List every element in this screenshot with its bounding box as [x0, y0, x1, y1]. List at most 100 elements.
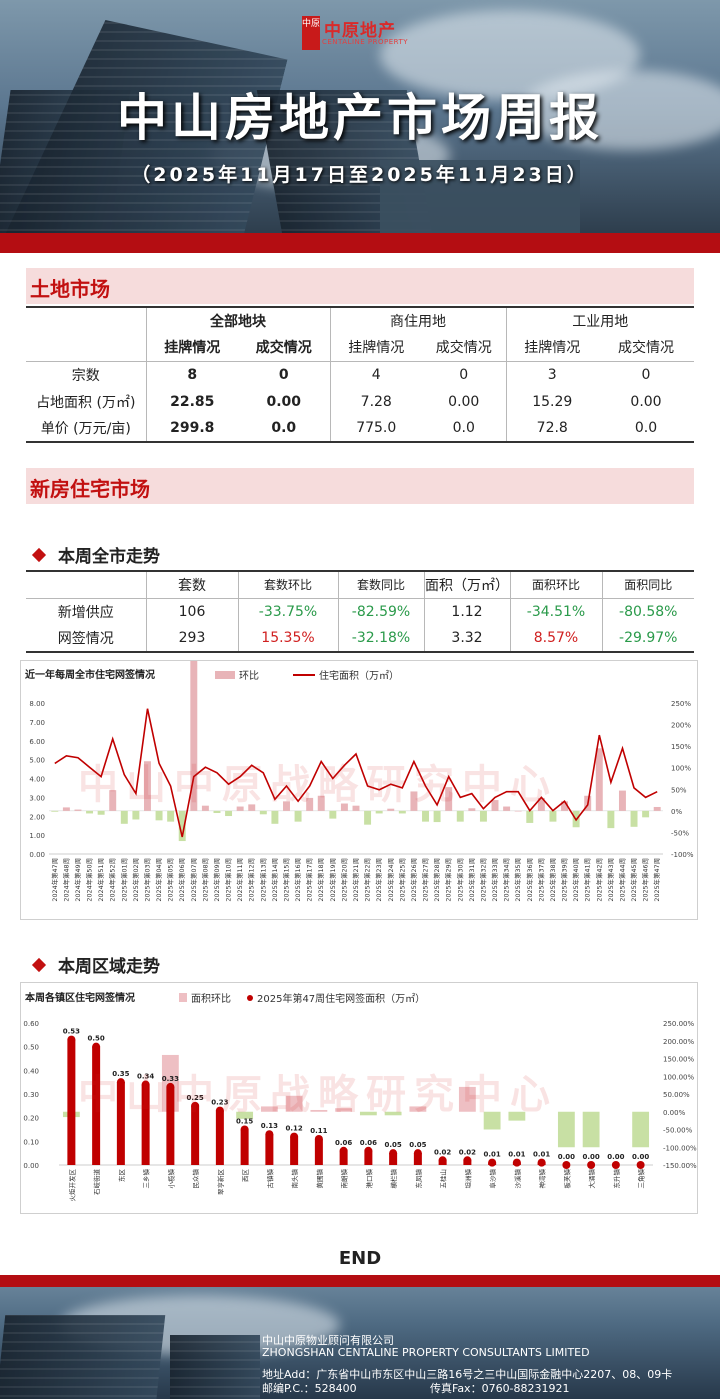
bar — [178, 810, 186, 842]
x-tick-label: 2025年第40周 — [571, 858, 580, 902]
bar — [595, 748, 603, 811]
area-dot — [92, 1042, 101, 1051]
area-dot — [290, 1132, 299, 1141]
y2-tick-label: -100.00% — [663, 1144, 697, 1152]
nh-col-header: 套数 — [146, 570, 239, 599]
logo-text: 中原地产 — [324, 21, 396, 41]
cell: 15.29 — [532, 393, 573, 410]
cell: -34.51% — [510, 598, 603, 625]
bar — [259, 810, 267, 815]
land-col-header: 成交情况 — [598, 334, 694, 362]
y-tick-label: 6.00 — [29, 738, 45, 746]
chart-legend: 面积环比 — [179, 990, 231, 1005]
chart-legend: 2025年第47周住宅网签面积（万㎡） — [247, 990, 425, 1005]
bar — [398, 810, 406, 814]
ratio-bar — [483, 1111, 501, 1130]
x-tick-label: 2024年第50周 — [85, 858, 94, 902]
x-tick-label: 2024年第49周 — [73, 858, 82, 902]
x-tick-label: 2025年第37周 — [536, 858, 545, 902]
area-column — [67, 1039, 76, 1165]
x-tick-label: 五桂山 — [439, 1169, 448, 1189]
section-title-newhome: 新房住宅市场 — [26, 468, 694, 504]
diamond-icon — [31, 957, 47, 973]
area-column — [265, 1134, 274, 1165]
data-label: 0.15 — [236, 1118, 253, 1126]
nh-col-header: 套数环比 — [238, 570, 339, 599]
x-tick-label: 港口镇 — [364, 1169, 373, 1189]
bar — [120, 810, 128, 824]
table-row: 宗数 8 0 4 0 3 0 — [26, 361, 694, 388]
header-banner — [0, 0, 720, 235]
bar — [491, 800, 499, 811]
x-tick-label: 2025年第41周 — [583, 858, 592, 902]
data-label: 0.01 — [533, 1151, 550, 1159]
subsection-region: 本周区域走势 — [31, 952, 160, 977]
x-tick-label: 南头镇 — [290, 1169, 299, 1189]
subsection-title: 本周区域走势 — [58, 957, 160, 977]
area-column — [389, 1153, 398, 1165]
x-tick-label: 2025年第28周 — [432, 858, 441, 902]
x-tick-label: 2025年第34周 — [502, 858, 511, 902]
data-label: 0.05 — [384, 1141, 401, 1149]
area-dot — [141, 1080, 150, 1089]
cell: 299.8 — [146, 415, 238, 443]
ratio-bar — [335, 1108, 353, 1112]
bar — [561, 801, 569, 811]
x-tick-label: 翠亨新区 — [216, 1169, 225, 1196]
x-tick-label: 2025年第11周 — [235, 858, 244, 902]
ratio-bar — [508, 1111, 526, 1121]
x-tick-label: 2025年第16周 — [293, 858, 302, 902]
y-tick-label: 0.60 — [23, 1020, 39, 1028]
x-tick-label: 小榄镇 — [166, 1169, 175, 1189]
row-label: 宗数 — [26, 361, 147, 388]
ratio-bar — [285, 1095, 303, 1112]
land-group-header: 工业用地 — [506, 306, 694, 334]
x-tick-label: 2025年第07周 — [189, 858, 198, 902]
cell: -33.75% — [238, 598, 339, 625]
cell: -80.58% — [619, 603, 678, 620]
bar — [456, 810, 464, 822]
footer-banner — [0, 1275, 720, 1399]
company-cn: 中山中原物业顾问有限公司 — [262, 1334, 394, 1347]
cell: -82.59% — [338, 598, 425, 625]
y-tick-label: 7.00 — [29, 719, 45, 727]
x-tick-label: 沙溪镇 — [513, 1169, 522, 1189]
data-label: 0.00 — [632, 1153, 649, 1161]
cell: 8.57% — [510, 625, 603, 653]
row-label: 网签情况 — [26, 625, 147, 653]
data-label: 0.34 — [137, 1073, 154, 1081]
cell: 0.00 — [630, 393, 662, 410]
bar — [155, 810, 163, 821]
x-tick-label: 阜沙镇 — [488, 1169, 497, 1189]
y2-tick-label: 150% — [671, 743, 691, 751]
bar — [109, 790, 117, 811]
data-label: 0.23 — [211, 1099, 228, 1107]
area-dot — [488, 1158, 497, 1167]
x-tick-label: 2025年第22周 — [363, 858, 372, 902]
nh-col-header: 套数同比 — [338, 570, 425, 599]
x-tick-label: 南朗镇 — [340, 1169, 349, 1189]
x-tick-label: 2025年第06周 — [177, 858, 186, 902]
data-label: 0.11 — [310, 1127, 327, 1135]
land-table: 全部地块 商住用地 工业用地 挂牌情况 成交情况 挂牌情况 成交情况 挂牌情况 … — [26, 306, 694, 443]
y2-tick-label: 50% — [671, 786, 687, 794]
x-tick-label: 东凤镇 — [414, 1169, 423, 1189]
x-tick-label: 2024年第48周 — [61, 858, 70, 902]
x-tick-label: 2025年第18周 — [316, 858, 325, 902]
x-tick-label: 2025年第38周 — [548, 858, 557, 902]
ratio-bar — [310, 1109, 328, 1112]
ratio-bar — [458, 1086, 476, 1112]
area-dot — [413, 1149, 422, 1158]
area-column — [116, 1082, 125, 1165]
x-tick-label: 2025年第45周 — [629, 858, 638, 902]
cell: 0 — [422, 361, 507, 388]
area-column — [364, 1150, 373, 1165]
area-column — [166, 1086, 175, 1165]
x-tick-label: 2025年第09周 — [212, 858, 221, 902]
x-tick-label: 三角镇 — [637, 1169, 646, 1189]
area-column — [141, 1084, 150, 1165]
area-dot — [314, 1134, 323, 1143]
x-tick-label: 坦洲镇 — [463, 1169, 472, 1189]
end-marker: END — [338, 1248, 382, 1269]
row-label: 占地面积 (万㎡) — [26, 388, 147, 415]
